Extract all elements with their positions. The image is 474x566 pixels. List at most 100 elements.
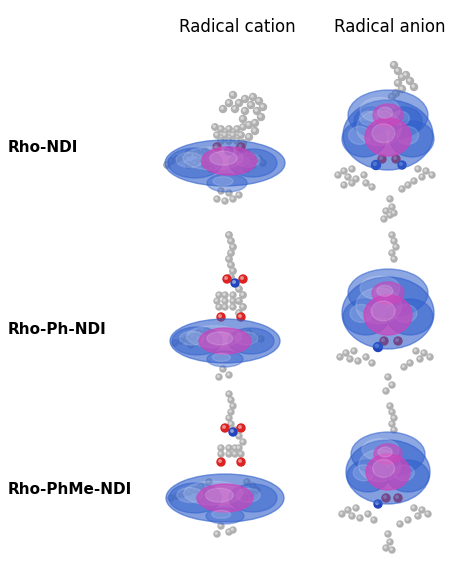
Circle shape [390,95,392,97]
Circle shape [246,122,253,128]
Circle shape [237,147,239,149]
Ellipse shape [353,465,374,481]
Circle shape [370,361,372,363]
Circle shape [222,304,228,310]
Circle shape [241,96,248,102]
Circle shape [231,305,233,307]
Circle shape [428,355,430,357]
Circle shape [241,277,244,280]
Circle shape [238,315,241,318]
Circle shape [229,422,231,424]
Circle shape [219,105,227,113]
Circle shape [340,512,342,514]
Circle shape [228,274,234,280]
Circle shape [251,339,253,341]
Circle shape [227,416,229,418]
Circle shape [223,293,225,295]
Circle shape [242,495,248,501]
Ellipse shape [372,282,404,304]
Circle shape [237,101,239,104]
Circle shape [247,331,249,333]
Circle shape [233,428,235,430]
Circle shape [390,383,392,385]
Circle shape [198,483,204,489]
Circle shape [249,103,251,105]
Circle shape [180,154,186,160]
Circle shape [422,351,424,353]
Circle shape [181,492,183,494]
Circle shape [364,355,366,357]
Circle shape [261,105,264,108]
Circle shape [362,173,365,175]
Circle shape [236,192,242,198]
Circle shape [237,458,245,466]
Circle shape [358,516,360,518]
Circle shape [173,341,175,344]
Circle shape [349,513,355,519]
Ellipse shape [177,487,203,503]
Circle shape [356,359,358,361]
Circle shape [387,403,393,409]
Circle shape [238,460,241,462]
Circle shape [388,213,390,215]
Circle shape [226,126,232,132]
Circle shape [237,287,239,289]
Circle shape [243,97,246,100]
Circle shape [227,392,229,395]
Circle shape [234,138,240,144]
Circle shape [412,85,414,87]
Circle shape [247,101,255,109]
Circle shape [206,479,212,485]
Ellipse shape [397,126,419,144]
Circle shape [404,73,406,75]
Circle shape [400,187,402,189]
Ellipse shape [213,177,233,186]
Circle shape [389,421,395,427]
Circle shape [236,145,243,152]
Circle shape [374,500,382,508]
Ellipse shape [373,104,403,126]
Circle shape [352,349,354,351]
Circle shape [251,163,253,165]
Circle shape [429,172,435,178]
Circle shape [405,517,411,523]
Ellipse shape [210,151,237,165]
Circle shape [393,157,396,160]
Circle shape [231,245,233,247]
Circle shape [241,141,243,143]
Circle shape [245,480,247,482]
Circle shape [203,149,205,151]
Circle shape [194,340,200,346]
Circle shape [350,167,352,169]
Circle shape [220,366,226,372]
Circle shape [349,166,355,172]
Circle shape [248,491,254,497]
Circle shape [214,298,220,304]
Circle shape [228,250,234,256]
Ellipse shape [343,100,433,170]
Ellipse shape [364,295,412,335]
Circle shape [216,374,222,380]
Circle shape [240,304,246,310]
Circle shape [218,451,224,457]
Circle shape [243,109,246,112]
Circle shape [407,360,413,366]
Ellipse shape [373,460,394,477]
Circle shape [228,262,234,268]
Circle shape [186,150,192,156]
Circle shape [363,354,369,360]
Circle shape [392,211,394,213]
Circle shape [179,339,181,341]
Ellipse shape [183,147,243,170]
Circle shape [405,182,411,188]
Ellipse shape [186,325,241,348]
Circle shape [393,244,399,250]
Circle shape [231,269,233,271]
Circle shape [255,488,257,490]
Text: Rho-NDI: Rho-NDI [8,140,78,156]
Circle shape [230,403,236,409]
Circle shape [357,515,363,521]
Circle shape [382,217,384,219]
Circle shape [392,257,394,259]
Circle shape [251,95,253,97]
